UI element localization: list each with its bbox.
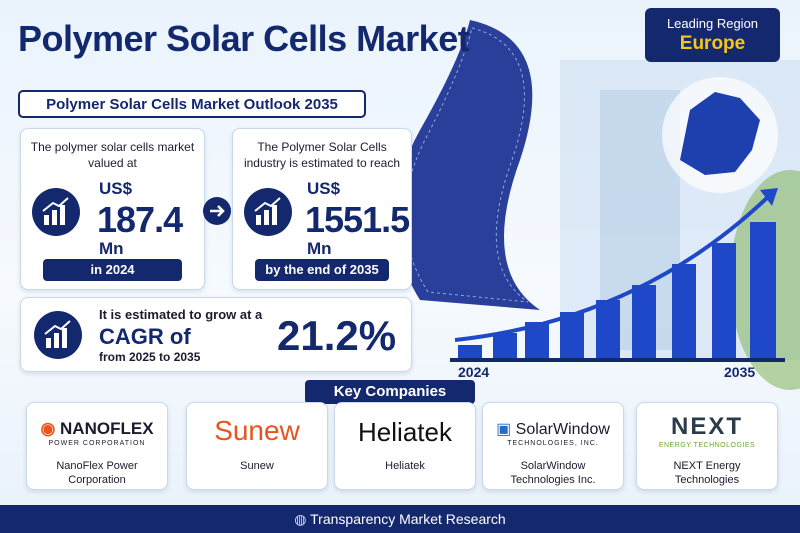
company-name: Sunew — [240, 460, 274, 472]
key-companies-title: Key Companies — [305, 380, 475, 404]
unit: Mn — [307, 239, 332, 258]
company-card: ▣ SolarWindow TECHNOLOGIES, INC. SolarWin… — [482, 402, 624, 490]
unit: Mn — [99, 239, 124, 258]
company-logo: NEXT ENERGY TECHNOLOGIES — [637, 413, 777, 449]
leading-region-box: Leading Region Europe — [645, 8, 780, 62]
company-logo: ▣ SolarWindow TECHNOLOGIES, INC. — [483, 419, 623, 447]
stat-value: 187.4 — [97, 199, 183, 240]
stat-card: The polymer solar cells market valued at… — [20, 128, 205, 290]
stat-text: The Polymer Solar Cells industry is esti… — [243, 140, 401, 171]
logo-text: SolarWindow — [515, 421, 610, 438]
leading-region-label: Leading Region — [666, 16, 759, 31]
stat-footer: by the end of 2035 — [255, 259, 389, 281]
year-label: 2035 — [724, 364, 756, 380]
outlook-title: Polymer Solar Cells Market Outlook 2035 — [18, 90, 366, 118]
logo-sub: TECHNOLOGIES, INC. — [507, 440, 599, 447]
footer-text: Transparency Market Research — [310, 511, 506, 527]
company-card: NEXT ENERGY TECHNOLOGIES NEXT Energy Tech… — [636, 402, 778, 490]
arrow-icon — [203, 197, 231, 225]
year-label: 2024 — [458, 364, 490, 380]
logo-text: NEXT — [670, 413, 743, 440]
company-card: Sunew Sunew — [186, 402, 328, 490]
title: Polymer Solar Cells Market — [18, 18, 470, 59]
company-name: SolarWindow Technologies Inc. — [510, 460, 596, 487]
chart-icon — [34, 311, 82, 359]
cagr-line: CAGR of — [99, 324, 191, 349]
cagr-value: 21.2% — [277, 312, 397, 359]
logo-text: Heliatek — [358, 417, 452, 447]
stat-footer: in 2024 — [43, 259, 182, 281]
chart-icon — [32, 188, 80, 236]
company-name: NEXT Energy Technologies — [673, 460, 741, 487]
stat-value: 1551.5 — [305, 199, 410, 240]
leading-region-value: Europe — [679, 33, 746, 54]
footer-bar: ◍ Transparency Market Research — [0, 505, 800, 533]
logo-sub: ENERGY TECHNOLOGIES — [658, 442, 756, 449]
logo-text: NANOFLEX — [60, 419, 154, 438]
currency: US$ — [99, 179, 133, 198]
company-name: NanoFlex Power Corporation — [56, 460, 138, 487]
currency: US$ — [307, 179, 341, 198]
company-name: Heliatek — [385, 460, 425, 472]
company-logo: ◉ NANOFLEX POWER CORPORATION — [27, 419, 167, 447]
cagr-card: It is estimated to grow at a CAGR of fro… — [20, 297, 412, 372]
logo-sub: POWER CORPORATION — [48, 440, 146, 447]
stat-text: The polymer solar cells market valued at — [30, 140, 195, 171]
company-card: ◉ NANOFLEX POWER CORPORATION NanoFlex Pow… — [26, 402, 168, 490]
stat-card: The Polymer Solar Cells industry is esti… — [232, 128, 412, 290]
cagr-line: from 2025 to 2035 — [99, 350, 201, 364]
logo-text: Sunew — [214, 415, 300, 446]
company-card: Heliatek Heliatek — [334, 402, 476, 490]
cagr-line: It is estimated to grow at a — [99, 307, 263, 322]
chart-icon — [244, 188, 292, 236]
